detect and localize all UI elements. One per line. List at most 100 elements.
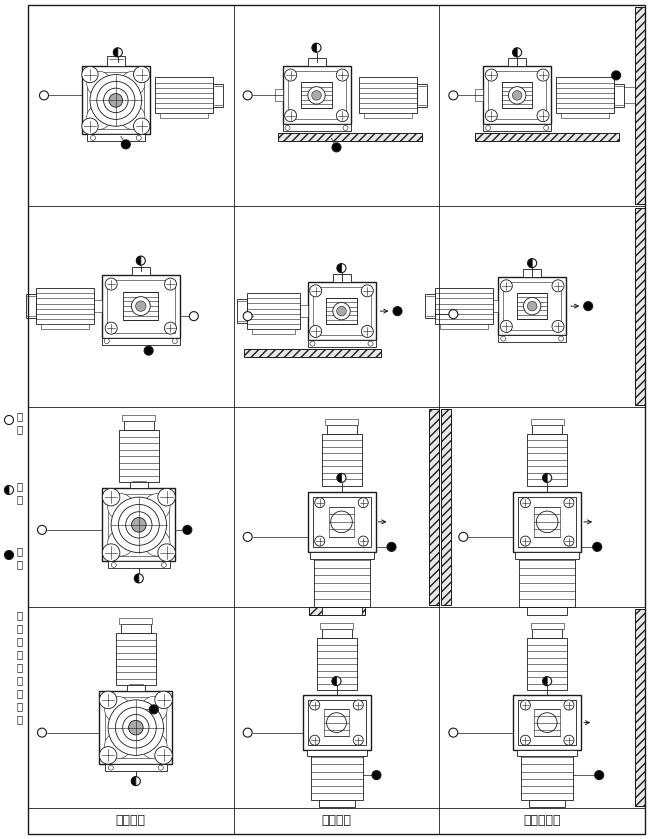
Bar [325,419,358,425]
Bar [302,696,370,750]
Bar [531,623,564,629]
Bar [124,292,159,320]
Circle shape [521,735,530,745]
Bar [359,77,417,113]
Text: 视: 视 [17,481,23,491]
Bar [527,638,567,690]
Bar [326,298,357,324]
Circle shape [564,498,574,508]
Circle shape [125,512,152,538]
Bar [307,282,376,340]
Circle shape [508,86,526,104]
Bar [252,329,295,334]
Text: 蜗: 蜗 [17,610,23,620]
Circle shape [333,302,350,320]
Circle shape [103,88,128,112]
Circle shape [358,536,369,546]
Circle shape [135,574,144,583]
Bar [508,59,526,66]
Circle shape [38,525,47,534]
Bar [87,134,145,142]
Circle shape [158,488,176,506]
Circle shape [552,280,564,292]
Circle shape [144,529,170,556]
Bar [108,494,170,555]
Circle shape [528,258,537,268]
Bar [300,305,307,317]
Circle shape [527,301,537,311]
Bar [107,279,175,332]
Text: 例: 例 [17,714,23,724]
Circle shape [308,86,325,104]
Circle shape [336,69,348,81]
Bar [518,497,576,547]
Bar [635,609,645,806]
Bar [532,425,562,434]
Circle shape [513,48,522,57]
Circle shape [593,542,602,551]
Bar [475,90,483,102]
Circle shape [337,263,346,273]
Circle shape [90,135,96,140]
Bar [116,633,156,685]
Circle shape [131,777,140,785]
Bar [311,750,363,800]
Circle shape [336,110,348,122]
Bar [309,607,365,615]
Circle shape [332,143,341,152]
Bar [515,552,579,559]
Circle shape [564,700,574,710]
Circle shape [361,284,373,297]
Circle shape [111,498,166,553]
Bar [363,113,411,118]
Bar [503,282,561,330]
Wedge shape [337,473,341,482]
Bar [313,552,369,607]
Bar [121,624,151,633]
Circle shape [521,498,530,508]
Circle shape [537,110,549,122]
Bar [320,623,353,629]
Circle shape [449,310,458,319]
Circle shape [164,278,176,290]
Text: 减: 减 [17,636,23,646]
Bar [322,629,352,638]
Circle shape [82,66,98,83]
Circle shape [141,732,167,758]
Circle shape [133,66,150,83]
Bar [127,681,145,691]
Wedge shape [131,777,136,785]
Text: 油: 油 [17,559,23,569]
Circle shape [537,69,549,81]
Circle shape [108,700,164,755]
Circle shape [500,320,512,332]
Circle shape [99,747,117,764]
Wedge shape [337,263,341,273]
Circle shape [113,48,122,57]
Bar [333,274,350,282]
Circle shape [449,728,458,737]
Bar [326,425,356,434]
Circle shape [486,69,497,81]
Bar [513,696,581,750]
Bar [521,750,573,800]
Bar [519,552,575,607]
Circle shape [123,715,149,741]
Bar [105,764,167,771]
Bar [82,66,150,134]
Bar [108,561,170,568]
Bar [322,607,361,615]
Bar [318,800,354,807]
Circle shape [285,110,296,122]
Bar [309,552,374,559]
Bar [517,293,547,319]
Circle shape [122,140,131,149]
Circle shape [40,91,49,100]
Text: 放: 放 [17,546,23,556]
Circle shape [315,498,325,508]
Bar [283,66,350,124]
Circle shape [584,302,593,310]
Circle shape [108,529,134,556]
Circle shape [543,676,552,685]
Circle shape [564,735,574,745]
